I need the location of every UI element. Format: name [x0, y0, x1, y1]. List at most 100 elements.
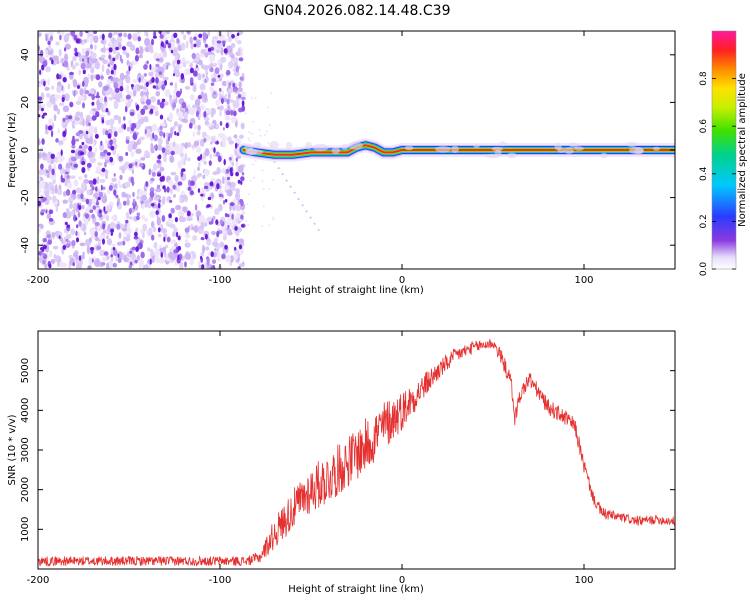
- noise-speckle: [102, 256, 107, 262]
- noise-speckle: [200, 104, 205, 111]
- noise-speckle: [159, 167, 165, 172]
- noise-speckle: [63, 34, 69, 43]
- noise-speckle: [216, 40, 222, 44]
- noise-speckle: [297, 198, 300, 200]
- noise-speckle: [113, 82, 118, 89]
- noise-speckle: [203, 160, 207, 165]
- noise-speckle: [104, 96, 108, 103]
- noise-speckle: [132, 33, 139, 42]
- noise-speckle: [42, 244, 47, 250]
- noise-speckle: [159, 34, 164, 39]
- noise-speckle: [141, 194, 148, 201]
- noise-speckle: [181, 42, 186, 51]
- noise-speckle: [218, 87, 222, 92]
- noise-speckle: [172, 48, 178, 57]
- noise-speckle: [190, 42, 194, 50]
- noise-speckle: [50, 130, 54, 138]
- noise-speckle: [200, 252, 205, 257]
- spectrogram-xtick-label: 0: [399, 275, 405, 286]
- noise-speckle: [252, 163, 255, 166]
- noise-speckle: [85, 198, 90, 205]
- noise-speckle: [77, 85, 80, 89]
- noise-speckle: [155, 63, 160, 68]
- noise-speckle: [42, 60, 48, 67]
- noise-speckle: [252, 120, 255, 123]
- noise-speckle: [193, 123, 197, 131]
- noise-speckle: [123, 123, 126, 130]
- noise-speckle: [135, 148, 142, 154]
- noise-speckle: [218, 193, 224, 198]
- snr-panel: -200 -100 0 100 1000 2000 3000 4000 5000 Height …: [7, 330, 676, 595]
- noise-speckle: [45, 124, 48, 131]
- spectrogram-xtick-label: 100: [574, 275, 593, 286]
- noise-speckle: [125, 86, 129, 92]
- noise-speckle: [96, 245, 102, 251]
- noise-speckle: [293, 191, 296, 194]
- noise-speckle: [110, 254, 113, 258]
- noise-speckle: [158, 199, 161, 203]
- noise-speckle: [173, 73, 175, 77]
- noise-speckle: [42, 259, 46, 265]
- noise-speckle: [83, 134, 88, 140]
- noise-speckle: [225, 122, 229, 129]
- noise-speckle: [237, 94, 242, 99]
- noise-speckle: [203, 116, 210, 121]
- ridge-blotch: [331, 147, 340, 155]
- noise-speckle: [210, 89, 214, 95]
- noise-speckle: [169, 199, 173, 203]
- noise-speckle: [99, 249, 106, 257]
- noise-speckle: [149, 210, 156, 218]
- noise-speckle: [129, 208, 132, 215]
- noise-speckle: [87, 150, 94, 159]
- noise-speckle: [219, 63, 223, 70]
- noise-speckle: [150, 177, 155, 182]
- noise-speckle: [198, 229, 204, 235]
- noise-speckle: [117, 42, 122, 50]
- noise-speckle: [65, 189, 71, 196]
- noise-speckle: [226, 214, 230, 218]
- noise-speckle: [65, 211, 72, 219]
- snr-ytick-label: 5000: [20, 358, 31, 383]
- noise-speckle: [176, 185, 181, 193]
- noise-speckle: [102, 186, 106, 190]
- noise-speckle: [87, 265, 92, 269]
- noise-speckle: [45, 34, 48, 42]
- noise-speckle: [227, 225, 230, 229]
- noise-speckle: [240, 214, 244, 220]
- noise-speckle: [105, 215, 110, 222]
- noise-speckle: [112, 247, 116, 251]
- noise-speckle: [50, 258, 56, 264]
- noise-speckle: [78, 69, 81, 76]
- noise-speckle: [116, 81, 122, 87]
- snr-xtick-label: 100: [574, 575, 593, 586]
- noise-speckle: [82, 58, 85, 62]
- noise-speckle: [202, 218, 208, 224]
- noise-speckle: [241, 172, 245, 176]
- noise-speckle: [136, 195, 139, 200]
- noise-speckle: [277, 167, 280, 170]
- noise-speckle: [207, 186, 213, 190]
- noise-speckle: [221, 40, 226, 44]
- noise-speckle: [62, 262, 67, 268]
- noise-speckle: [63, 236, 67, 245]
- noise-speckle: [177, 254, 180, 260]
- noise-speckle: [59, 260, 64, 268]
- noise-speckle: [157, 202, 161, 209]
- noise-speckle: [134, 231, 138, 237]
- noise-speckle: [230, 54, 235, 59]
- noise-speckle: [204, 120, 210, 126]
- noise-speckle: [129, 250, 132, 254]
- noise-speckle: [94, 231, 98, 238]
- noise-speckle: [113, 189, 117, 196]
- snr-xtick-label: 0: [399, 575, 405, 586]
- noise-speckle: [69, 101, 74, 108]
- noise-speckle: [79, 145, 82, 149]
- noise-speckle: [121, 46, 127, 51]
- noise-speckle: [153, 196, 159, 201]
- noise-speckle: [189, 122, 193, 129]
- noise-speckle: [167, 217, 174, 224]
- noise-speckle: [118, 155, 124, 162]
- noise-speckle: [198, 162, 201, 167]
- noise-speckle: [94, 147, 98, 153]
- noise-speckle: [116, 201, 119, 207]
